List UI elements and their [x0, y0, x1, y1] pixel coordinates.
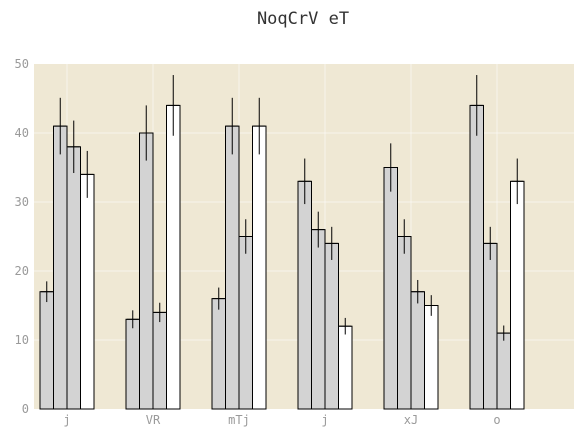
bar [66, 146, 81, 410]
x-tick-label: mTj [228, 413, 250, 427]
bar [252, 125, 267, 410]
bars [39, 104, 525, 410]
bar [424, 305, 439, 410]
x-tick-label: j [321, 413, 328, 427]
bar [152, 311, 167, 410]
bar [80, 173, 95, 410]
y-axis-ticks: 0 10 20 30 40 50 [15, 57, 29, 416]
bar [469, 104, 484, 410]
y-tick-label: 0 [22, 402, 29, 416]
x-axis-ticks: j VR mTj j xJ o [63, 413, 500, 427]
bar [324, 242, 339, 410]
error-bars [40, 75, 524, 341]
y-tick-label: 30 [15, 195, 29, 209]
bar [125, 318, 140, 410]
bar [211, 298, 226, 410]
bar [410, 291, 425, 410]
bar [483, 242, 498, 410]
bar [238, 236, 253, 410]
x-tick-label: j [63, 413, 70, 427]
bar [53, 125, 68, 410]
y-tick-label: 20 [15, 264, 29, 278]
bar [397, 236, 412, 410]
bar [338, 325, 353, 410]
bar [297, 180, 312, 410]
x-tick-label: VR [146, 413, 161, 427]
x-tick-label: o [493, 413, 500, 427]
y-tick-label: 10 [15, 333, 29, 347]
bar [225, 125, 240, 410]
bar [166, 104, 181, 410]
bar [383, 167, 398, 410]
bar [496, 332, 511, 410]
bar [139, 132, 154, 410]
bar [39, 291, 54, 410]
y-tick-label: 40 [15, 126, 29, 140]
chart-title: NoqCrV eT [257, 9, 349, 29]
bar [510, 180, 525, 410]
x-tick-label: xJ [404, 413, 418, 427]
bar [311, 229, 326, 410]
y-tick-label: 50 [15, 57, 29, 71]
